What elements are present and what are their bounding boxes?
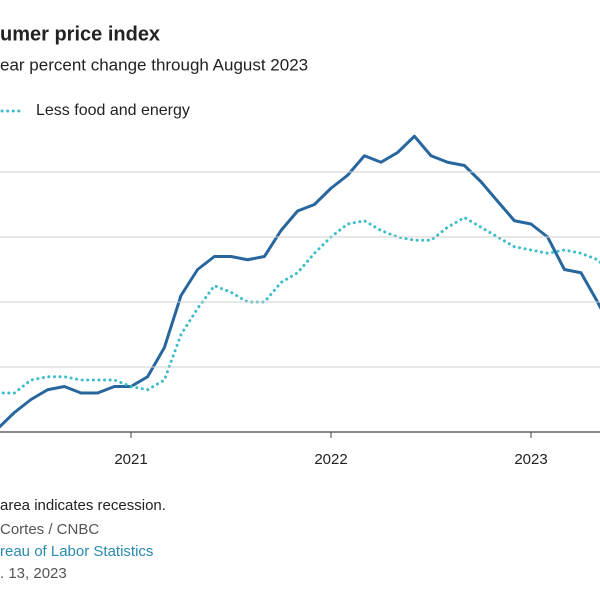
series-line (0, 216, 600, 395)
x-tick-label: 2022 (314, 451, 347, 468)
chart-subtitle: ear percent change through August 2023 (0, 55, 308, 74)
note: area indicates recession. (0, 497, 166, 514)
date: . 13, 2023 (0, 565, 67, 582)
series-line (0, 134, 600, 429)
legend-label: Less food and energy (36, 102, 190, 119)
x-tick-label: 2021 (114, 451, 147, 468)
credit: Cortes / CNBC (0, 521, 99, 538)
chart-title: umer price index (0, 23, 160, 45)
plot-area (0, 134, 600, 429)
x-tick-label: 2023 (514, 451, 547, 468)
source-link[interactable]: reau of Labor Statistics (0, 543, 153, 560)
